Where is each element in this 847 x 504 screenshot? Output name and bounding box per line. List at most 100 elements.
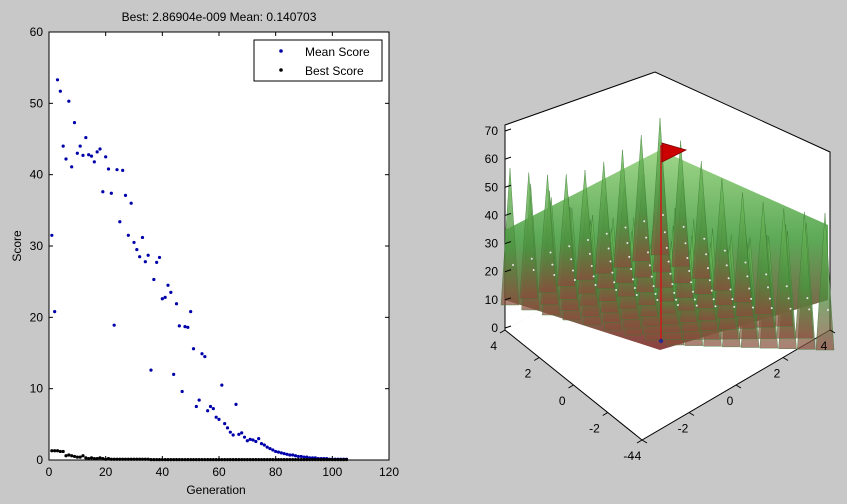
best-score-point (259, 458, 264, 462)
mean-score-point (228, 430, 232, 434)
mean-score-point (64, 157, 68, 161)
x3d-tick-mark (688, 412, 695, 416)
best-score-point (121, 457, 125, 461)
surface-peak (815, 213, 835, 351)
x-axis-ticks: 0 20 40 60 80 100 120 (46, 32, 399, 479)
best-score-point (265, 458, 269, 462)
mean-score-point (163, 295, 167, 299)
sample-point (708, 279, 711, 282)
mean-score-point (305, 455, 309, 459)
surface-sample-points (512, 214, 829, 311)
sample-point (690, 281, 693, 284)
x-axis-ticks-3d: -4 -2 0 2 4 (631, 329, 836, 463)
best-score-point (248, 458, 252, 462)
best-score-point (313, 458, 317, 462)
mean-score-point (271, 448, 275, 452)
mean-score-point (129, 201, 133, 205)
surface-peak (774, 208, 793, 327)
x3d-tick-mark (735, 384, 742, 389)
sample-point (530, 257, 533, 260)
mean-score-point (180, 389, 184, 394)
mean-score-point (240, 431, 244, 435)
z-tick-label: 30 (485, 237, 499, 251)
x3d-tick-label: 4 (821, 339, 828, 353)
z-tick-mark (504, 184, 512, 188)
sample-point (632, 278, 634, 281)
mean-score-point (92, 160, 96, 164)
mean-score-point (58, 89, 62, 93)
sample-point (748, 287, 751, 290)
best-score-point (234, 458, 238, 462)
sample-point (647, 251, 649, 254)
best-score-point (70, 454, 74, 458)
mean-score-point (262, 443, 266, 447)
sample-point (633, 287, 636, 290)
sample-point (663, 231, 666, 234)
mean-score-point (123, 193, 128, 197)
sample-point (650, 275, 653, 278)
best-score-point (200, 458, 204, 462)
mean-score-point (84, 135, 88, 140)
best-score-point (58, 449, 62, 454)
z-tick-label: 50 (485, 180, 499, 194)
sample-point (587, 239, 589, 241)
mean-score-point (234, 402, 238, 406)
sample-point (731, 298, 734, 301)
mean-score-point (242, 435, 247, 439)
left-plot: Best: 2.86904e-009 Mean: 0.140703 0 10 20 3… (10, 10, 399, 497)
sample-point (590, 264, 593, 267)
x3d-tick-label: -4 (631, 449, 642, 463)
mean-score-point (172, 372, 176, 376)
best-score-point (174, 458, 179, 462)
z-tick-mark (504, 325, 512, 329)
best-score-point (231, 458, 235, 462)
sample-point (768, 297, 771, 300)
best-score-point (92, 456, 96, 461)
mean-score-point (75, 151, 79, 155)
best-score-point (194, 458, 198, 462)
y3d-tick-label: -2 (589, 422, 600, 436)
mean-score-point (169, 290, 173, 294)
best-score-point (228, 458, 232, 462)
mean-score-point (138, 255, 142, 259)
best-score-point (169, 458, 173, 462)
sample-point (682, 225, 685, 228)
mean-score-point (104, 155, 108, 159)
legend-marker-best (279, 68, 283, 72)
best-score-point (61, 449, 65, 454)
mean-score-point (211, 407, 215, 411)
best-score-point (109, 457, 113, 461)
best-score-point (115, 457, 119, 461)
best-score-point (157, 458, 162, 462)
sample-point (710, 289, 713, 292)
y-tick-label: 20 (30, 310, 44, 324)
sample-point (609, 260, 612, 263)
flag-icon (661, 142, 688, 163)
mean-score-point (87, 153, 91, 157)
mean-score-point (217, 417, 221, 421)
sample-point (692, 290, 694, 293)
best-score-point (206, 458, 210, 462)
sample-point (549, 251, 552, 254)
mean-score-point (186, 325, 190, 329)
best-score-point (325, 458, 329, 462)
sample-point (750, 297, 753, 300)
z-tick-label: 0 (491, 321, 498, 335)
best-score-point (208, 458, 213, 462)
sample-point (827, 309, 829, 311)
best-score-point (268, 458, 272, 462)
mean-score-point (265, 445, 269, 449)
best-score-point (64, 454, 68, 458)
z-tick-mark (504, 269, 512, 273)
best-score-point (81, 454, 85, 458)
mean-score-point (285, 452, 289, 456)
sample-point (671, 283, 674, 286)
y-tick-label: 50 (30, 96, 44, 110)
sample-point (765, 273, 768, 276)
best-score-point (276, 458, 281, 462)
mean-score-point (183, 325, 187, 329)
sample-point (789, 307, 792, 310)
mean-score-point (254, 439, 258, 444)
y3d-tick-label: 4 (490, 339, 497, 353)
